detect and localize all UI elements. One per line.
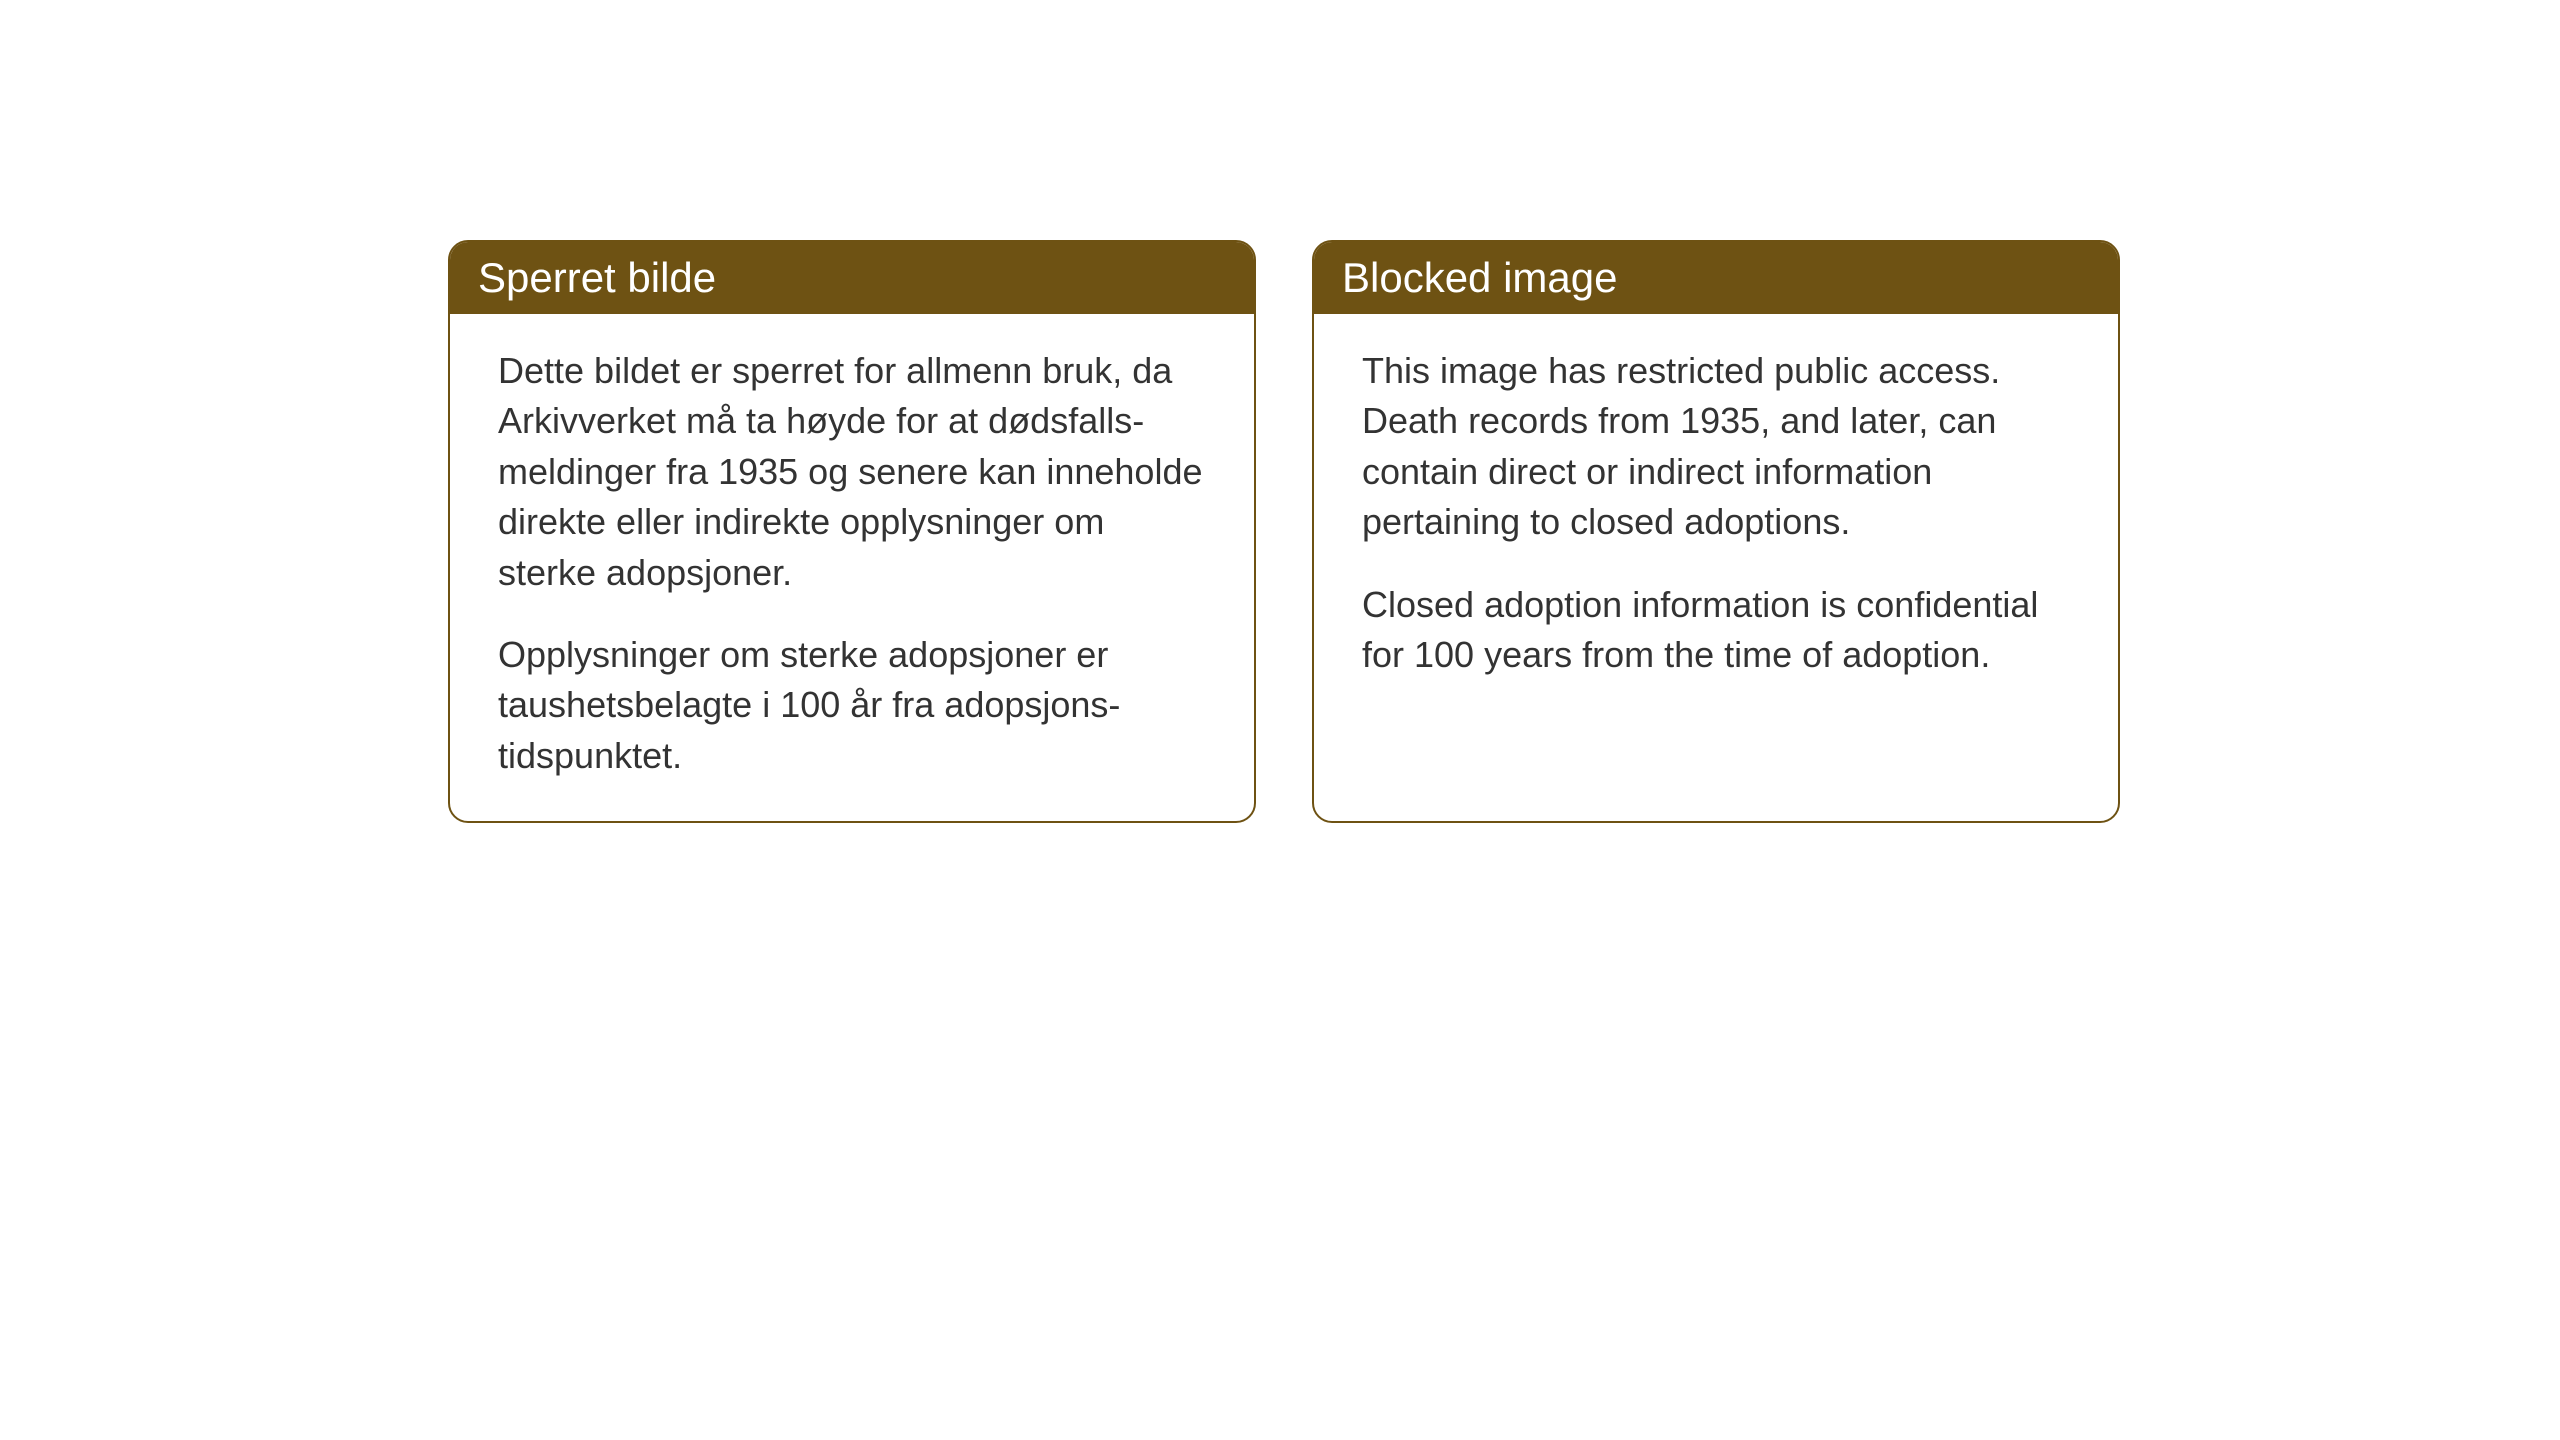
card-body-english: This image has restricted public access.…	[1314, 314, 2118, 720]
card-paragraph-english-2: Closed adoption information is confident…	[1362, 580, 2070, 681]
card-header-norwegian: Sperret bilde	[450, 242, 1254, 314]
card-title-english: Blocked image	[1342, 254, 1617, 301]
card-paragraph-norwegian-1: Dette bildet er sperret for allmenn bruk…	[498, 346, 1206, 598]
card-paragraph-norwegian-2: Opplysninger om sterke adopsjoner er tau…	[498, 630, 1206, 781]
cards-container: Sperret bilde Dette bildet er sperret fo…	[448, 240, 2120, 823]
card-body-norwegian: Dette bildet er sperret for allmenn bruk…	[450, 314, 1254, 821]
card-header-english: Blocked image	[1314, 242, 2118, 314]
card-title-norwegian: Sperret bilde	[478, 254, 716, 301]
card-english: Blocked image This image has restricted …	[1312, 240, 2120, 823]
card-paragraph-english-1: This image has restricted public access.…	[1362, 346, 2070, 548]
card-norwegian: Sperret bilde Dette bildet er sperret fo…	[448, 240, 1256, 823]
